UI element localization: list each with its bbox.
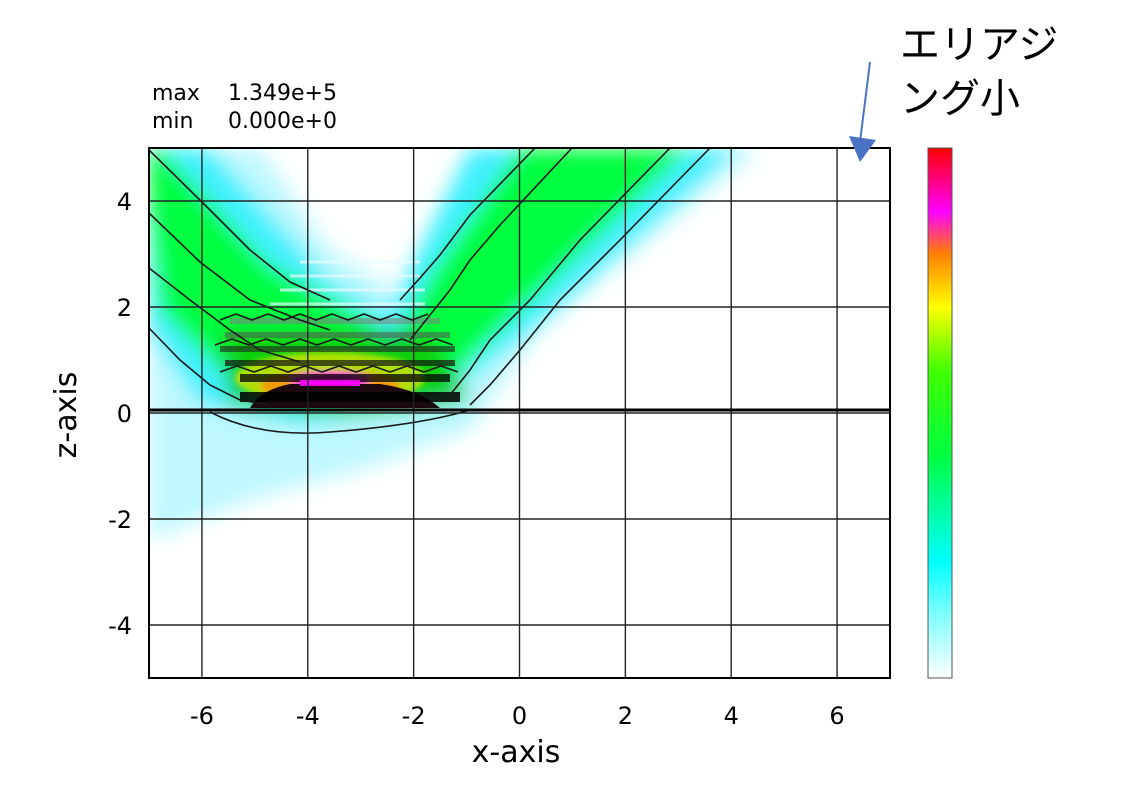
x-tick-label: 4 — [724, 702, 739, 730]
annotation-arrow-head — [849, 136, 876, 162]
tick-labels: -6 -4 -2 0 2 4 6 4 2 0 -2 -4 — [108, 188, 845, 730]
y-tick-label: 4 — [117, 188, 132, 216]
magenta-band — [300, 380, 360, 386]
contour-bottom — [209, 409, 471, 434]
colorbar — [927, 147, 953, 679]
y-axis-label: z-axis — [49, 372, 84, 459]
field-beam-right — [400, 148, 690, 390]
contour-right-2 — [409, 148, 573, 341]
contour-left-3 — [149, 267, 301, 363]
contour-ripple-left — [219, 313, 429, 321]
y-tick-label: 2 — [117, 294, 132, 322]
focal-region — [220, 318, 460, 408]
contour-ripple-3 — [219, 365, 459, 373]
stripe-2 — [225, 332, 450, 338]
x-tick-label: -4 — [296, 702, 320, 730]
stripe-5 — [240, 374, 450, 382]
contour-right-4 — [469, 148, 711, 406]
stat-min-value: 0.000e+0 — [228, 109, 337, 134]
contour-right-3 — [449, 148, 671, 396]
contour-left-1 — [149, 149, 331, 301]
stat-max-value: 1.349e+5 — [228, 81, 337, 106]
annotation-line-2: ング小 — [900, 76, 1020, 122]
stripe-1 — [230, 318, 440, 324]
grid — [149, 148, 890, 678]
annotation-line-1: エリアジ — [900, 22, 1058, 68]
stripe-3 — [220, 346, 455, 352]
x-tick-label: 2 — [618, 702, 633, 730]
plot-frame — [148, 147, 891, 679]
y-tick-label: -2 — [108, 506, 132, 534]
stat-min-label: min — [152, 109, 194, 134]
contour-left-2 — [149, 212, 331, 331]
y-tick-label: 0 — [117, 400, 132, 428]
x-tick-label: 0 — [512, 702, 527, 730]
x-axis-label: x-axis — [472, 735, 561, 770]
stat-max-label: max — [152, 81, 200, 106]
y-tick-label: -4 — [108, 612, 132, 640]
stripe-4 — [225, 360, 455, 366]
annotation-arrow-shaft — [859, 61, 871, 143]
x-tick-label: -2 — [402, 702, 426, 730]
contour-lines — [149, 148, 711, 434]
x-tick-label: -6 — [190, 702, 214, 730]
contour-left-4 — [149, 327, 271, 406]
stripe-6 — [240, 392, 460, 402]
x-tick-label: 6 — [829, 702, 844, 730]
ripple-bands — [270, 260, 425, 306]
annotation: エリアジ ング小 — [849, 22, 1058, 162]
